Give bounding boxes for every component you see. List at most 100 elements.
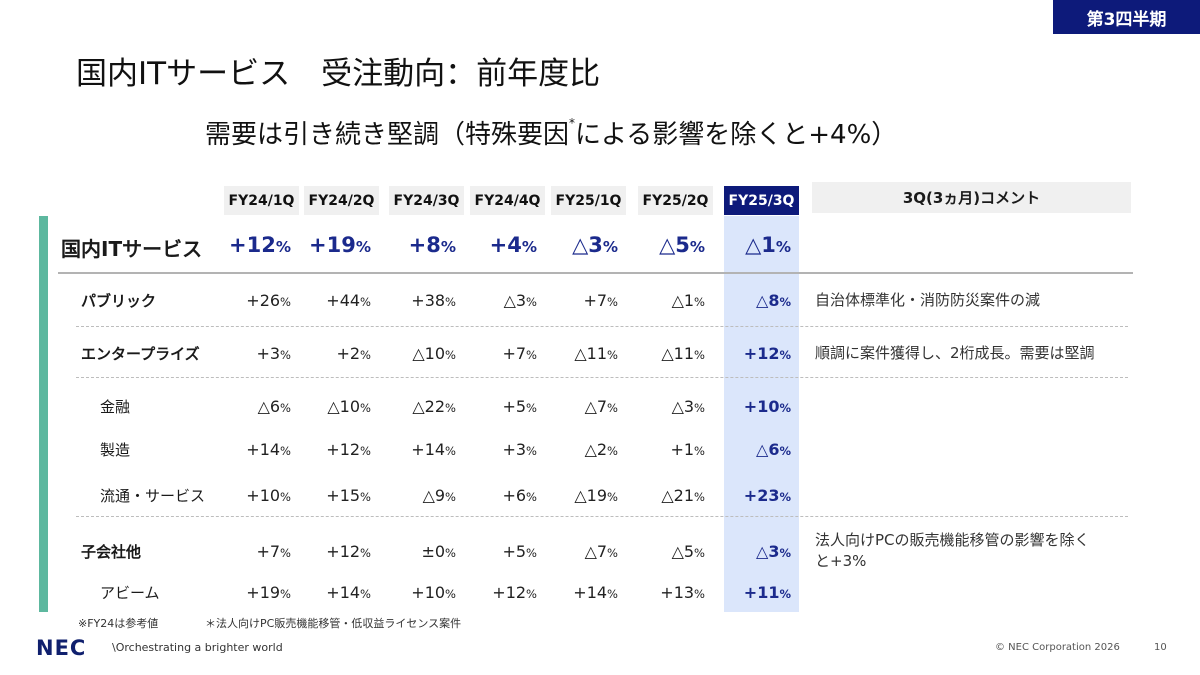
row-divider (76, 377, 1128, 378)
table-cell: △19% (551, 486, 618, 505)
current-quarter-highlight (724, 216, 799, 612)
table-cell: +12% (724, 344, 791, 363)
cell-unit: % (445, 295, 456, 309)
cell-value: +14 (573, 583, 608, 602)
cell-value: +23 (743, 486, 780, 505)
cell-unit: % (779, 444, 791, 458)
total-row-separator (58, 272, 1133, 274)
cell-unit: % (280, 348, 291, 362)
cell-unit: % (526, 295, 537, 309)
section-accent-bar (39, 216, 48, 612)
table-cell: +12% (304, 440, 371, 459)
cell-unit: % (694, 444, 705, 458)
table-cell: △3% (638, 397, 705, 416)
cell-value: △7 (584, 542, 608, 561)
cell-value: △11 (574, 344, 608, 363)
cell-unit: % (280, 444, 291, 458)
table-cell: △21% (638, 486, 705, 505)
row-label: 国内ITサービス (61, 237, 203, 261)
cell-value: △5 (671, 542, 695, 561)
cell-value: △21 (661, 486, 695, 505)
cell-unit: % (526, 587, 537, 601)
brand-tagline: \Orchestrating a brighter world (112, 641, 283, 654)
cell-value: △6 (756, 440, 780, 459)
table-cell: △9% (389, 486, 456, 505)
cell-unit: % (779, 401, 791, 415)
cell-value: △3 (671, 397, 695, 416)
table-cell: △6% (224, 397, 291, 416)
table-cell: +26% (224, 291, 291, 310)
table-cell: △8% (724, 291, 791, 310)
table-cell: △2% (551, 440, 618, 459)
table-cell: +7% (224, 542, 291, 561)
cell-value: +5 (502, 397, 527, 416)
table-cell: △1% (638, 291, 705, 310)
cell-value: △2 (584, 440, 608, 459)
table-cell: +12% (470, 583, 537, 602)
table-cell: +12% (304, 542, 371, 561)
table-cell: +5% (470, 397, 537, 416)
table-cell: +19% (224, 583, 291, 602)
column-header-fy24-3q: FY24/3Q (389, 186, 464, 215)
table-cell: △3% (551, 233, 618, 257)
table-cell: +8% (389, 233, 456, 257)
cell-unit: % (526, 546, 537, 560)
column-header-fy25-1q: FY25/1Q (551, 186, 626, 215)
cell-unit: % (445, 587, 456, 601)
table-cell: +3% (224, 344, 291, 363)
table-cell: △7% (551, 397, 618, 416)
cell-value: △19 (574, 486, 608, 505)
cell-unit: % (607, 444, 618, 458)
table-cell: △22% (389, 397, 456, 416)
cell-unit: % (445, 444, 456, 458)
row-divider (76, 326, 1128, 327)
page-title: 国内ITサービス 受注動向：前年度比 (76, 56, 601, 92)
cell-value: +19 (246, 583, 281, 602)
cell-unit: % (360, 444, 371, 458)
nec-logo: NEC (36, 636, 87, 660)
cell-unit: % (280, 490, 291, 504)
cell-value: +14 (326, 583, 361, 602)
cell-unit: % (526, 348, 537, 362)
cell-unit: % (694, 546, 705, 560)
column-header-fy25-3q: FY25/3Q (724, 186, 799, 215)
cell-unit: % (779, 546, 791, 560)
row-divider (76, 516, 1128, 517)
cell-value: △5 (659, 233, 690, 257)
column-header-fy24-2q: FY24/2Q (304, 186, 379, 215)
cell-value: +13 (660, 583, 695, 602)
cell-value: △3 (503, 291, 527, 310)
cell-value: +12 (229, 233, 276, 257)
cell-value: +14 (246, 440, 281, 459)
cell-unit: % (360, 295, 371, 309)
cell-unit: % (694, 348, 705, 362)
table-cell: +23% (724, 486, 791, 505)
cell-unit: % (607, 401, 618, 415)
cell-value: △1 (745, 233, 776, 257)
cell-value: △9 (422, 486, 446, 505)
table-cell: △1% (724, 233, 791, 257)
quarter-badge: 第3四半期 (1053, 0, 1200, 34)
table-cell: △10% (304, 397, 371, 416)
cell-value: +1 (670, 440, 695, 459)
cell-value: +10 (246, 486, 281, 505)
cell-value: △11 (661, 344, 695, 363)
cell-value: +12 (492, 583, 527, 602)
cell-unit: % (280, 295, 291, 309)
cell-unit: % (521, 238, 537, 256)
row-label: 流通・サービス (100, 487, 206, 505)
row-label: パブリック (81, 292, 157, 310)
cell-value: +12 (326, 542, 361, 561)
table-cell: +7% (551, 291, 618, 310)
table-cell: △11% (551, 344, 618, 363)
cell-unit: % (607, 587, 618, 601)
footnote-reference: ※FY24は参考値 (78, 617, 159, 630)
cell-value: △7 (584, 397, 608, 416)
cell-unit: % (360, 490, 371, 504)
cell-unit: % (694, 295, 705, 309)
row-label: アビーム (100, 584, 160, 602)
comment-column-header: 3Q(3ヵ月)コメント (812, 182, 1131, 213)
cell-value: △1 (671, 291, 695, 310)
cell-value: +11 (743, 583, 780, 602)
column-header-fy25-2q: FY25/2Q (638, 186, 713, 215)
